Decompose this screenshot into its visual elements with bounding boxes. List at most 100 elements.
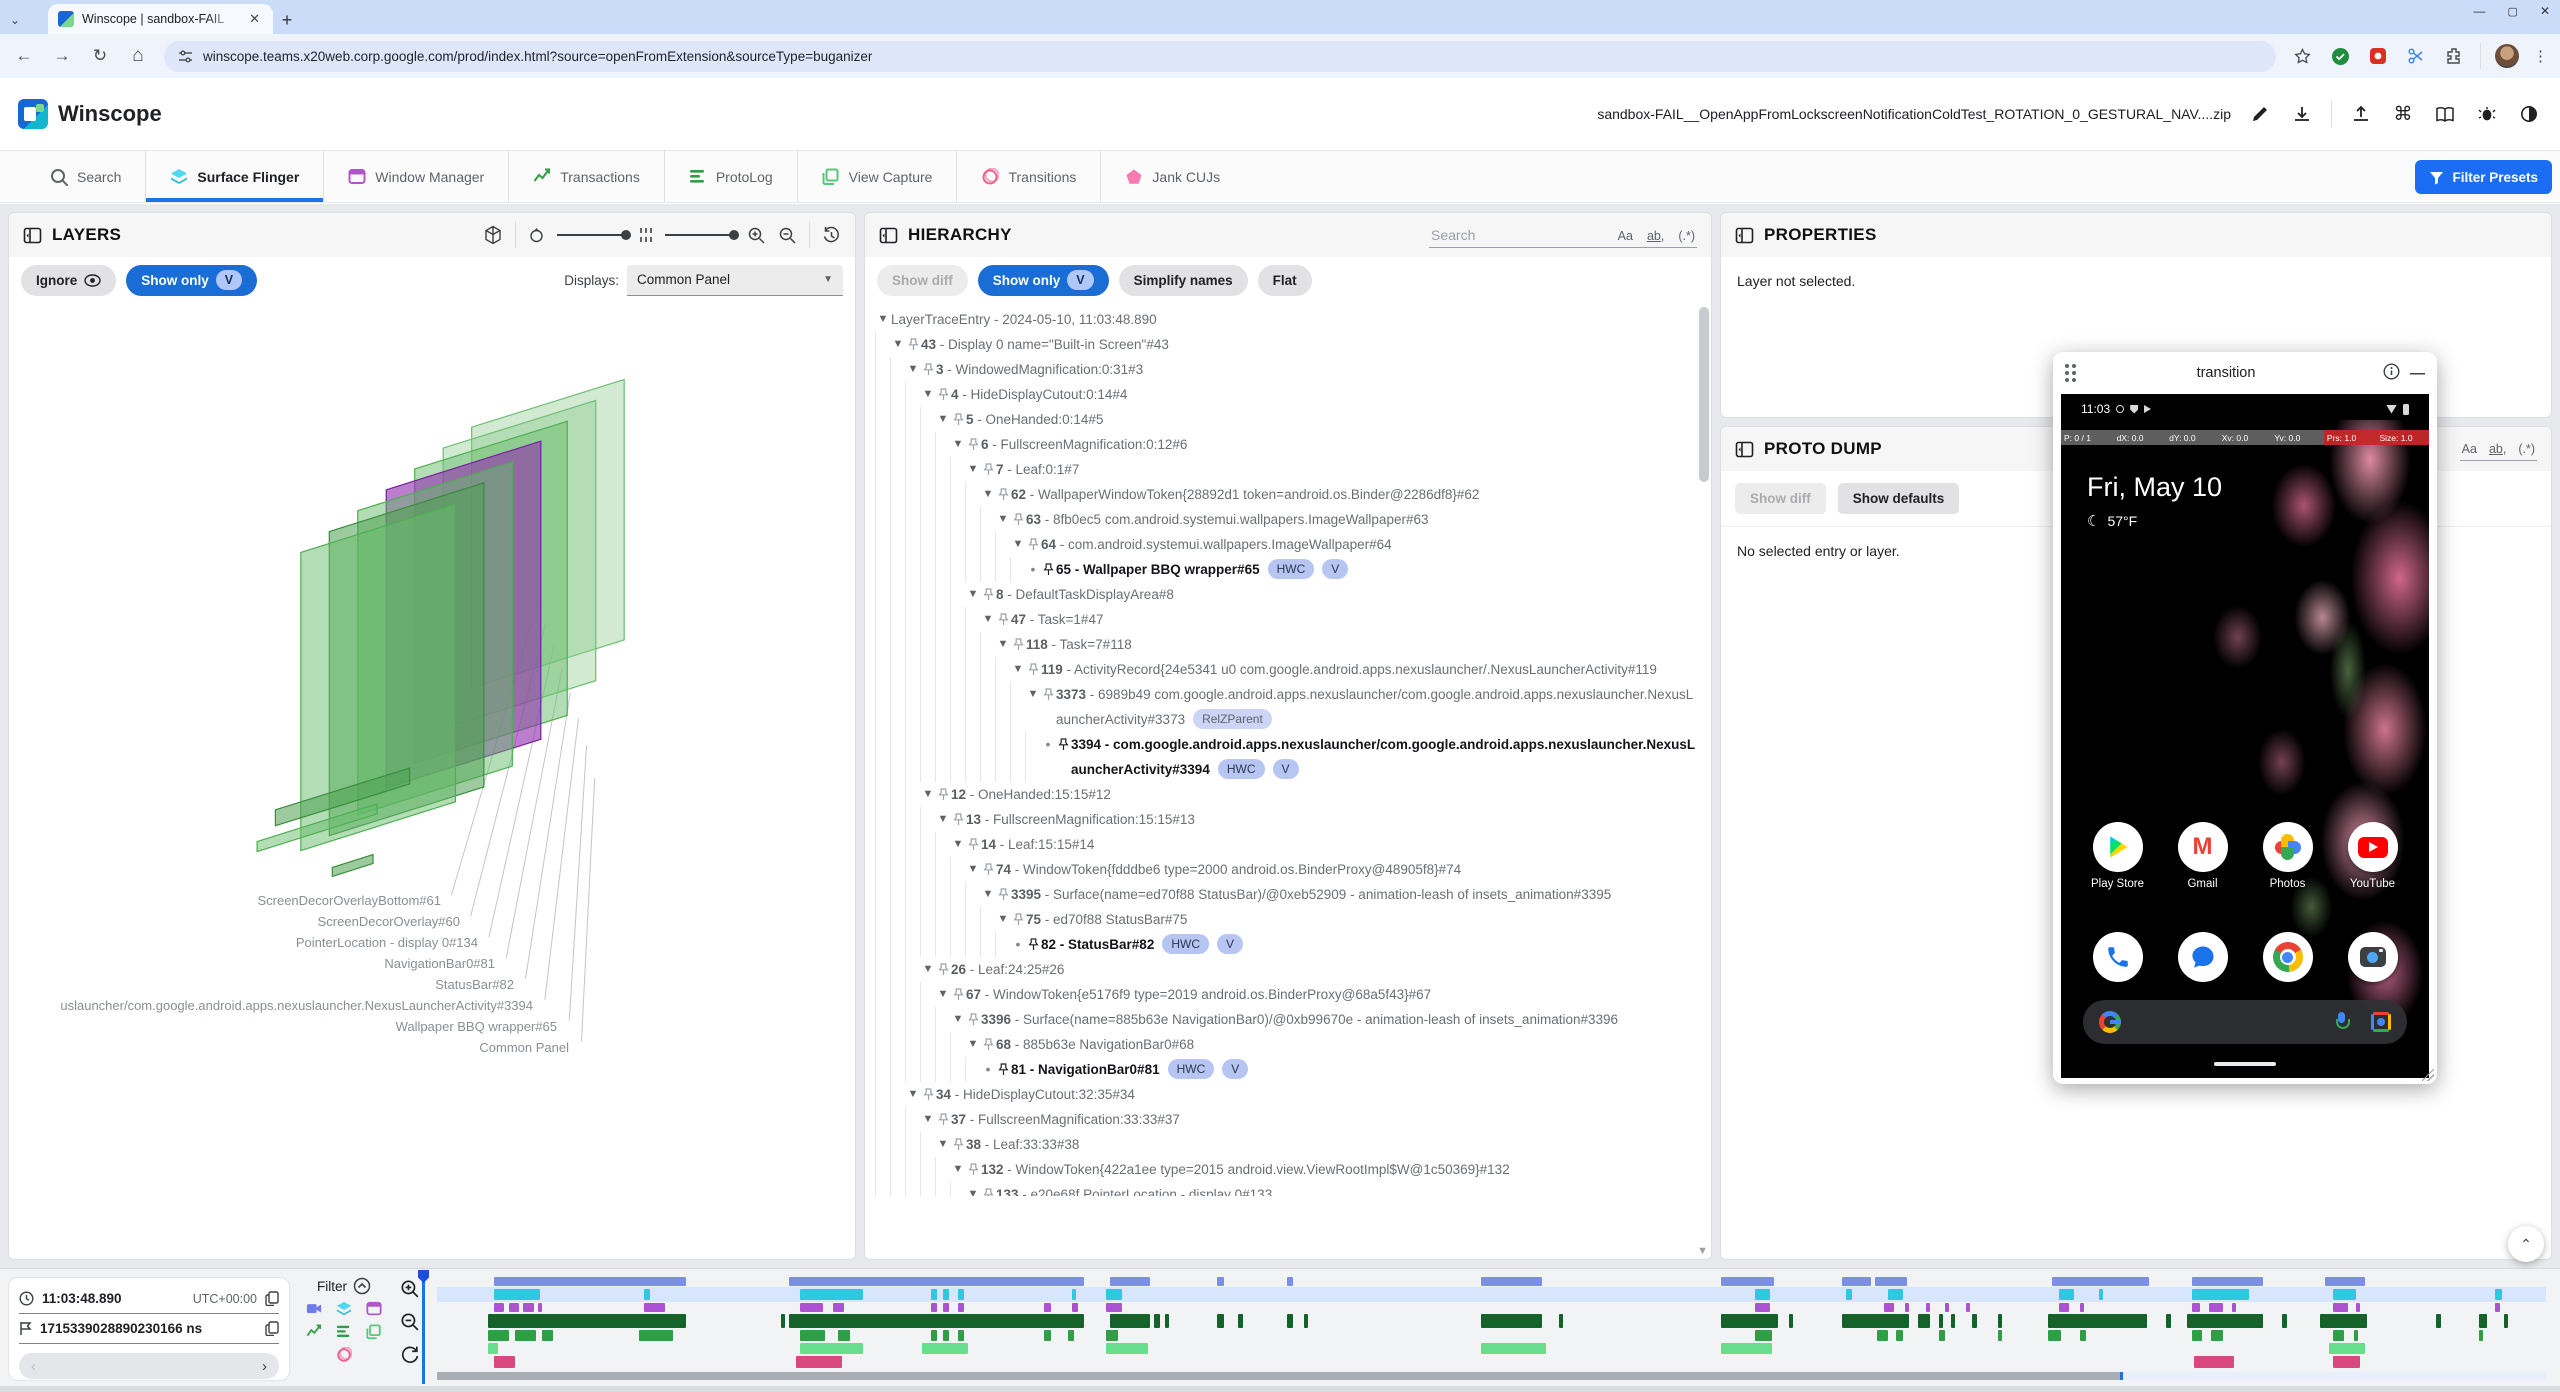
- resize-handle[interactable]: [2422, 1069, 2434, 1081]
- pin-icon[interactable]: [981, 457, 996, 476]
- pin-icon[interactable]: [981, 857, 996, 876]
- tree-node[interactable]: ▼ 75 - ed70f88 StatusBar#75: [875, 907, 1697, 932]
- mic-icon[interactable]: [2335, 1012, 2350, 1032]
- maximize-icon[interactable]: ▢: [2507, 5, 2518, 18]
- dock-icon-camera[interactable]: [2341, 932, 2405, 982]
- regex-icon[interactable]: (.*): [2518, 441, 2535, 456]
- browser-tab[interactable]: Winscope | sandbox-FAIL ✕: [48, 4, 273, 34]
- app-icon-gmail[interactable]: M Gmail: [2171, 822, 2235, 890]
- next-entry-icon[interactable]: ›: [262, 1357, 267, 1375]
- collapse-panel-icon[interactable]: [23, 226, 42, 245]
- expand-chevron-icon[interactable]: ▼: [952, 838, 964, 850]
- layer-rect-3d[interactable]: [256, 803, 378, 853]
- tab-transactions[interactable]: Transactions: [508, 151, 664, 202]
- expand-chevron-icon[interactable]: ▼: [952, 1013, 964, 1025]
- pin-icon[interactable]: [966, 432, 981, 451]
- tree-node[interactable]: ▼ 3 - WindowedMagnification:0:31#3: [875, 357, 1697, 382]
- info-icon[interactable]: [2383, 362, 2400, 384]
- expand-chevron-icon[interactable]: ▼: [1012, 663, 1024, 675]
- pin-icon[interactable]: [951, 982, 966, 1001]
- show-only-v-button[interactable]: Show only V: [977, 264, 1109, 296]
- track-surface-flinger[interactable]: [437, 1289, 2546, 1300]
- reset-view-icon[interactable]: [822, 226, 841, 245]
- expand-chevron-icon[interactable]: ▼: [967, 863, 979, 875]
- app-icon-yt[interactable]: YouTube: [2341, 822, 2405, 890]
- tree-node[interactable]: ▼ 4 - HideDisplayCutout:0:14#4: [875, 382, 1697, 407]
- tree-node[interactable]: ▼ 119 - ActivityRecord{24e5341 u0 com.goo…: [875, 657, 1697, 682]
- show-defaults-button[interactable]: Show defaults: [1837, 483, 1960, 514]
- pin-icon[interactable]: [966, 832, 981, 851]
- expand-chevron-icon[interactable]: ▼: [952, 438, 964, 450]
- proto-search-input[interactable]: Aa ab, (.*): [2459, 438, 2537, 461]
- extension-red-icon[interactable]: [2366, 44, 2390, 68]
- pin-icon[interactable]: [1011, 507, 1026, 526]
- home-icon[interactable]: ⌂: [132, 45, 144, 66]
- filter-chart-icon[interactable]: [306, 1324, 322, 1340]
- documentation-icon[interactable]: [2432, 101, 2458, 127]
- new-tab-button[interactable]: +: [281, 9, 293, 30]
- pin-icon[interactable]: [921, 1082, 936, 1101]
- scissors-extension-icon[interactable]: [2404, 44, 2428, 68]
- tree-node[interactable]: ▼ 3396 - Surface(name=885b63e NavigationB…: [875, 1007, 1697, 1032]
- tree-node[interactable]: ▼ 63 - 8fb0ec5 com.android.systemui.wallp…: [875, 507, 1697, 532]
- expand-chevron-icon[interactable]: ▼: [982, 613, 994, 625]
- tab-protolog[interactable]: ProtoLog: [663, 151, 797, 202]
- show-diff-button[interactable]: Show diff: [1735, 483, 1826, 514]
- ignore-button[interactable]: Ignore: [21, 264, 117, 296]
- pin-icon[interactable]: [951, 407, 966, 426]
- timeline-zoom-range[interactable]: [2119, 1372, 2546, 1380]
- timeline-cursor[interactable]: [422, 1271, 425, 1384]
- tree-node[interactable]: • 65 - Wallpaper BBQ wrapper#65 HWC V: [875, 557, 1697, 582]
- track-screen-recording[interactable]: [437, 1277, 2546, 1286]
- scrollbar-thumb[interactable]: [1699, 307, 1709, 482]
- tree-node[interactable]: ▼ 5 - OneHanded:0:14#5: [875, 407, 1697, 432]
- displays-select[interactable]: Common Panel ▼: [627, 264, 843, 296]
- layers-3d-canvas[interactable]: ScreenDecorOverlayBottom#61 ScreenDecorOv…: [9, 303, 855, 1259]
- expand-chevron-icon[interactable]: ▼: [967, 463, 979, 475]
- tree-node[interactable]: ▼ 133 - e20e68f PointerLocation - display…: [875, 1182, 1697, 1196]
- filter-list-icon[interactable]: [336, 1324, 352, 1340]
- collapse-panel-icon[interactable]: [1735, 440, 1754, 459]
- minimize-icon[interactable]: —: [2473, 4, 2486, 18]
- dock-icon-messages[interactable]: [2171, 932, 2235, 982]
- expand-chevron-icon[interactable]: ▼: [1012, 538, 1024, 550]
- rotation-slider[interactable]: [557, 230, 631, 240]
- tree-node[interactable]: ▼ 14 - Leaf:15:15#14: [875, 832, 1697, 857]
- pin-icon[interactable]: [906, 332, 921, 351]
- flat-button[interactable]: Flat: [1257, 264, 1312, 296]
- pin-icon[interactable]: [936, 957, 951, 976]
- pin-icon[interactable]: [966, 1157, 981, 1176]
- tree-node[interactable]: ▼ 62 - WallpaperWindowToken{28892d1 token…: [875, 482, 1697, 507]
- pin-icon[interactable]: [996, 882, 1011, 901]
- dark-mode-toggle-icon[interactable]: [2516, 101, 2542, 127]
- tree-node[interactable]: ▼ 3373 - 6989b49 com.google.android.apps.…: [875, 682, 1697, 732]
- expand-chevron-icon[interactable]: ▼: [877, 313, 889, 325]
- expand-chevron-icon[interactable]: ▼: [997, 513, 1009, 525]
- zoom-out-icon[interactable]: [778, 226, 797, 245]
- tree-node[interactable]: ▼ 13 - FullscreenMagnification:15:15#13: [875, 807, 1697, 832]
- pin-icon[interactable]: [951, 1132, 966, 1151]
- profile-avatar[interactable]: [2495, 44, 2519, 68]
- edit-icon[interactable]: [2247, 101, 2273, 127]
- lens-icon[interactable]: [2371, 1012, 2391, 1032]
- pin-icon[interactable]: [996, 607, 1011, 626]
- tab-jank-cujs[interactable]: Jank CUJs: [1100, 151, 1244, 202]
- expand-chevron-icon[interactable]: ▼: [967, 1188, 979, 1196]
- bookmark-star-icon[interactable]: [2290, 44, 2314, 68]
- expand-chevron-icon[interactable]: ▼: [922, 1113, 934, 1125]
- tab-search[interactable]: Search: [26, 151, 145, 202]
- expand-chevron-icon[interactable]: ▼: [967, 1038, 979, 1050]
- tab-close-icon[interactable]: ✕: [249, 11, 260, 26]
- tree-node[interactable]: ▼ 12 - OneHanded:15:15#12: [875, 782, 1697, 807]
- transition-window-titlebar[interactable]: transition —: [2053, 352, 2437, 394]
- track-window-manager[interactable]: [437, 1303, 2546, 1312]
- hierarchy-search-input[interactable]: Search Aa ab, (.*): [1429, 223, 1697, 248]
- collapse-timeline-button[interactable]: ⌃: [2508, 1226, 2544, 1262]
- pin-icon[interactable]: [966, 1007, 981, 1026]
- 3d-view-icon[interactable]: [483, 225, 503, 245]
- pin-icon[interactable]: [951, 807, 966, 826]
- timeline-scrollbar[interactable]: [437, 1372, 2546, 1380]
- tree-node[interactable]: ▼ 68 - 885b63e NavigationBar0#68: [875, 1032, 1697, 1057]
- expand-chevron-icon[interactable]: ▼: [922, 963, 934, 975]
- pin-icon[interactable]: [936, 782, 951, 801]
